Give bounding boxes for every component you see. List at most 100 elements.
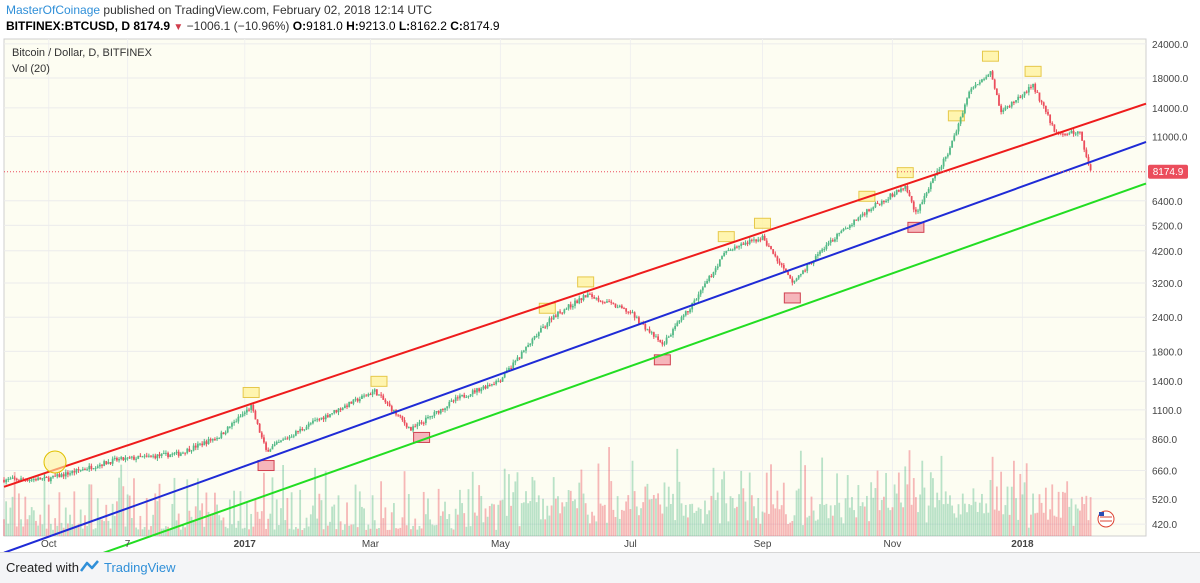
volume-bar bbox=[126, 494, 129, 536]
volume-bar bbox=[527, 503, 530, 536]
volume-bar bbox=[635, 506, 638, 536]
price-chart[interactable]: 420.0 520.0 660.0 860.0 1100.0 1400.0 1800.0 24… bbox=[0, 36, 1200, 552]
y-tick-label: 1800.0 bbox=[1152, 347, 1183, 358]
volume-bar bbox=[90, 484, 93, 536]
channel-line-upper[interactable] bbox=[3, 102, 1147, 488]
volume-bar bbox=[983, 513, 985, 536]
candle-body bbox=[203, 441, 206, 446]
candle-body bbox=[358, 398, 361, 402]
candle-body bbox=[420, 422, 423, 424]
candle-body bbox=[399, 415, 402, 417]
candle-body bbox=[47, 477, 50, 482]
volume-bar bbox=[518, 526, 521, 536]
candle-body bbox=[90, 465, 93, 470]
candle-body bbox=[827, 242, 830, 245]
volume-bar bbox=[288, 528, 291, 536]
volume-bar bbox=[974, 501, 977, 536]
volume-bar bbox=[297, 528, 299, 536]
candle-body bbox=[1070, 130, 1073, 134]
volume-bar bbox=[233, 490, 236, 536]
candle-body bbox=[1017, 96, 1020, 101]
volume-bar bbox=[968, 504, 971, 536]
candle-body bbox=[201, 443, 204, 446]
volume-bar bbox=[1019, 473, 1022, 536]
candle-body bbox=[501, 377, 504, 382]
candle-body bbox=[929, 182, 932, 190]
candle-body bbox=[868, 209, 870, 211]
volume-bar bbox=[704, 500, 706, 536]
volume-bar bbox=[482, 522, 485, 536]
candle-body bbox=[346, 405, 348, 407]
candle-body bbox=[484, 386, 487, 389]
candle-body bbox=[1002, 109, 1005, 112]
volume-bar bbox=[591, 511, 593, 536]
plot-area[interactable] bbox=[3, 38, 1147, 537]
candle-body bbox=[105, 461, 108, 465]
candle-body bbox=[1042, 102, 1045, 106]
candle-body bbox=[806, 264, 809, 271]
volume-bar bbox=[356, 527, 359, 536]
volume-bar bbox=[503, 468, 506, 536]
volume-bar bbox=[951, 505, 954, 536]
volume-bar bbox=[86, 525, 88, 536]
volume-bar bbox=[58, 492, 61, 536]
candle-body bbox=[322, 417, 325, 420]
tradingview-logo-icon[interactable] bbox=[80, 558, 100, 576]
time-axis[interactable]: Oct 7 2017 Mar May Jul Sep Nov 2018 bbox=[41, 539, 1034, 550]
volume-bar bbox=[269, 513, 272, 536]
volume-bar bbox=[1070, 498, 1073, 536]
candle-body bbox=[770, 246, 772, 250]
candle-body bbox=[663, 343, 666, 345]
candle-body bbox=[582, 295, 585, 301]
candle-body bbox=[987, 74, 990, 77]
volume-bar bbox=[205, 492, 208, 536]
channel-line-lower[interactable] bbox=[4, 182, 1147, 552]
volume-bar bbox=[727, 521, 730, 536]
candle-body bbox=[761, 235, 764, 240]
candle-body bbox=[169, 454, 172, 458]
volume-bar bbox=[878, 510, 881, 536]
volume-bar bbox=[280, 508, 282, 536]
volume-bar bbox=[190, 516, 193, 536]
volume-bar bbox=[277, 525, 280, 536]
tradingview-brand[interactable]: TradingView bbox=[104, 560, 176, 575]
candle-body bbox=[1000, 105, 1003, 112]
volume-bar bbox=[853, 510, 856, 536]
author-link[interactable]: MasterOfCoinage bbox=[6, 3, 101, 17]
volume-bar bbox=[729, 496, 732, 536]
candle-body bbox=[467, 395, 470, 397]
candle-body bbox=[608, 301, 610, 303]
candle-body bbox=[959, 117, 962, 124]
peak-highlight bbox=[896, 167, 914, 179]
candle-body bbox=[1087, 156, 1090, 165]
candle-body bbox=[1074, 133, 1077, 135]
candle-body bbox=[546, 323, 549, 328]
price-axis[interactable]: 420.0 520.0 660.0 860.0 1100.0 1400.0 1800.0 24… bbox=[1152, 40, 1189, 531]
volume-bar bbox=[69, 514, 71, 536]
volume-bar bbox=[84, 515, 86, 536]
candle-body bbox=[329, 414, 331, 417]
volume-bar bbox=[1081, 496, 1083, 536]
candle-body bbox=[1030, 86, 1032, 88]
volume-bar bbox=[710, 495, 713, 536]
volume-bar bbox=[416, 529, 419, 536]
candle-body bbox=[989, 71, 992, 75]
high-label: H: bbox=[346, 19, 359, 33]
candle-body bbox=[488, 385, 491, 387]
candle-body bbox=[32, 479, 35, 481]
candle-body bbox=[865, 209, 868, 215]
volume-bar bbox=[927, 505, 930, 536]
volume-bar bbox=[218, 515, 221, 536]
candle-body bbox=[113, 457, 116, 459]
volume-bar bbox=[343, 524, 346, 536]
candle-body bbox=[13, 477, 16, 479]
volume-bar bbox=[663, 482, 666, 536]
candle-body bbox=[118, 458, 120, 461]
channel-line-middle[interactable] bbox=[3, 141, 1147, 552]
candle-body bbox=[1019, 96, 1022, 98]
candle-body bbox=[67, 472, 69, 475]
candle-body bbox=[946, 154, 949, 157]
volume-bar bbox=[744, 501, 747, 536]
volume-bar bbox=[135, 527, 137, 536]
volume-bar bbox=[101, 519, 103, 536]
